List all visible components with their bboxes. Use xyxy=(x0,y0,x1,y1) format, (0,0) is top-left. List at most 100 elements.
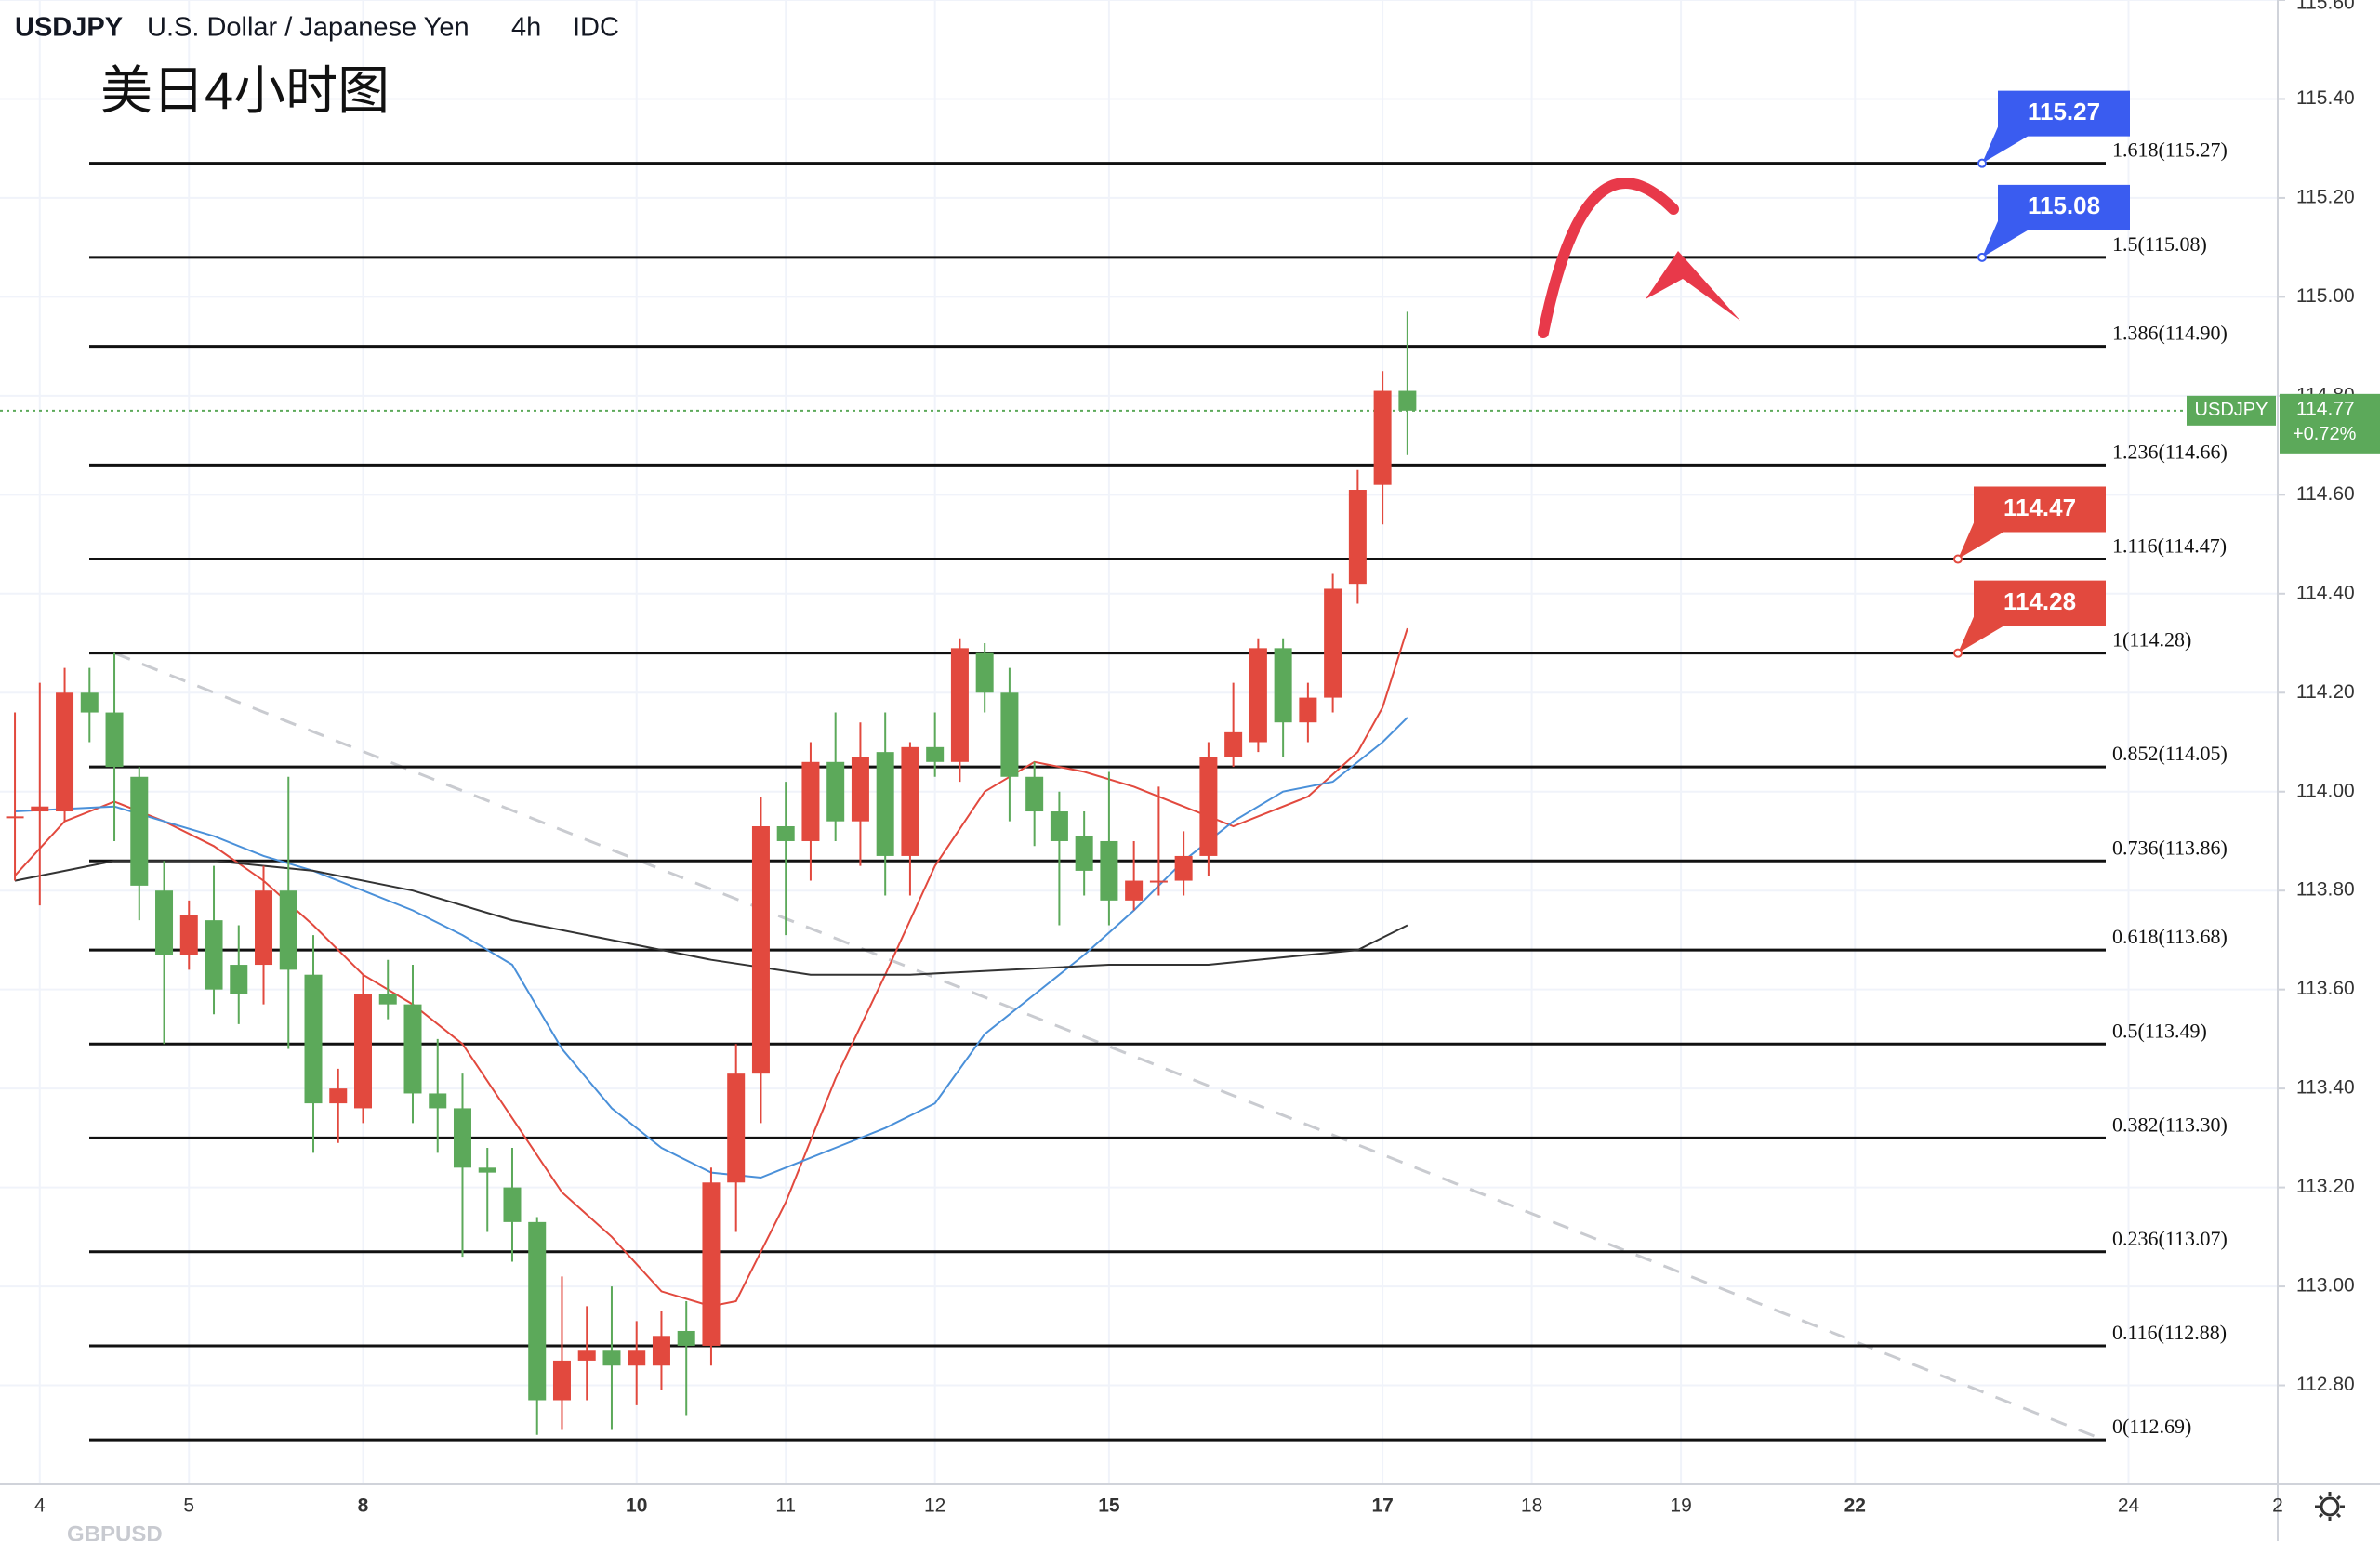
candle-body xyxy=(950,648,969,762)
x-tick-label: 17 xyxy=(1371,1495,1393,1517)
candle-body xyxy=(130,776,149,886)
candle-body xyxy=(1050,811,1068,841)
x-tick-label: 8 xyxy=(358,1495,369,1517)
x-tick-label: 19 xyxy=(1670,1495,1691,1517)
fib-label: 0.382(113.30) xyxy=(2112,1113,2228,1136)
fib-label: 0.5(113.49) xyxy=(2112,1019,2207,1042)
candle-body xyxy=(1000,692,1019,777)
candle-body xyxy=(628,1350,646,1366)
candle-body xyxy=(1149,880,1168,883)
fib-label: 0.618(113.68) xyxy=(2112,925,2228,948)
candle-body xyxy=(851,757,869,822)
candle-body xyxy=(378,994,397,1005)
x-tick-label: 18 xyxy=(1521,1495,1542,1517)
callout-box xyxy=(1958,486,2106,560)
candle-body xyxy=(304,974,323,1104)
candle-body xyxy=(727,1073,746,1183)
symbol-tag-label: USDJPY xyxy=(2195,400,2268,420)
x-tick-label: 5 xyxy=(183,1495,194,1517)
x-tick-label: 12 xyxy=(924,1495,945,1517)
candle-body xyxy=(1224,731,1243,757)
symbol-description: U.S. Dollar / Japanese Yen xyxy=(147,13,469,43)
callout-anchor xyxy=(1953,648,1963,658)
callout-box xyxy=(1982,90,2130,164)
y-tick-label: 113.20 xyxy=(2296,1176,2355,1197)
candle-body xyxy=(230,965,248,994)
y-tick-label: 112.80 xyxy=(2296,1374,2355,1395)
candle-body xyxy=(105,712,124,768)
candle-body xyxy=(31,806,49,812)
candle-body xyxy=(776,825,795,841)
candle-body xyxy=(677,1330,695,1346)
callout-anchor xyxy=(1977,252,1987,262)
candle-body xyxy=(975,652,994,693)
fib-label: 0.116(112.88) xyxy=(2112,1321,2227,1344)
candle-body xyxy=(80,692,99,713)
candle-body xyxy=(577,1350,596,1361)
y-tick-label: 113.80 xyxy=(2296,879,2355,901)
candle-body xyxy=(876,752,894,856)
candle-body xyxy=(751,825,770,1074)
candle-body xyxy=(1249,648,1267,743)
symbol-tag xyxy=(2187,395,2276,426)
price-tag-value: 114.77 xyxy=(2296,398,2355,419)
fib-label: 1.618(115.27) xyxy=(2112,138,2228,162)
candle-body xyxy=(901,746,919,856)
price-tag xyxy=(2280,393,2380,454)
candle-body xyxy=(354,994,373,1109)
candle-body xyxy=(652,1336,670,1366)
candle-body xyxy=(478,1167,496,1173)
y-tick-label: 113.60 xyxy=(2296,978,2355,999)
candle-body xyxy=(826,761,845,822)
callout-anchor xyxy=(1953,554,1963,564)
x-tick-label: 2 xyxy=(2272,1495,2283,1517)
candle-body xyxy=(1199,757,1218,856)
candle-body xyxy=(179,915,198,955)
candle-body xyxy=(926,746,945,762)
candle-body xyxy=(1025,776,1044,812)
fib-label: 1.5(115.08) xyxy=(2112,232,2207,256)
y-tick-label: 115.60 xyxy=(2296,0,2355,14)
price-tag-change: +0.72% xyxy=(2293,424,2357,444)
candle-body xyxy=(1299,697,1317,723)
candle-body xyxy=(552,1360,571,1401)
y-tick-label: 115.40 xyxy=(2296,87,2355,109)
candle-body xyxy=(702,1182,721,1346)
x-tick-label: 11 xyxy=(775,1495,796,1517)
y-tick-label: 114.00 xyxy=(2296,780,2355,801)
candle-body xyxy=(329,1088,348,1104)
fib-label: 0(112.69) xyxy=(2112,1415,2191,1438)
candle-body xyxy=(453,1108,471,1168)
fib-label: 1(114.28) xyxy=(2112,628,2191,652)
candle-body xyxy=(255,890,273,966)
arrow-head xyxy=(1646,251,1740,321)
y-tick-label: 115.00 xyxy=(2296,285,2355,307)
fib-label: 0.736(113.86) xyxy=(2112,836,2228,859)
annotation: 美日4小时图 xyxy=(100,61,390,120)
callout-box xyxy=(1982,184,2130,257)
candle-body xyxy=(1174,855,1193,881)
y-tick-label: 114.60 xyxy=(2296,483,2355,505)
fib-label: 0.852(114.05) xyxy=(2112,742,2228,765)
candle-body xyxy=(602,1350,621,1366)
callout-label: 115.08 xyxy=(2028,191,2100,219)
candle-body xyxy=(1100,840,1118,901)
candle-body xyxy=(503,1187,522,1222)
y-tick-label: 113.00 xyxy=(2296,1275,2355,1297)
y-tick-label: 114.40 xyxy=(2296,582,2355,603)
candle-body xyxy=(528,1221,547,1401)
candle-body xyxy=(1324,588,1342,698)
settings-icon[interactable] xyxy=(2315,1492,2345,1521)
fib-label: 1.236(114.66) xyxy=(2112,440,2228,463)
callout-label: 114.47 xyxy=(2003,494,2076,521)
moving-average xyxy=(14,627,1408,1308)
callout-label: 115.27 xyxy=(2028,98,2100,125)
candle-body xyxy=(403,1004,422,1094)
interval: 4h xyxy=(511,13,541,43)
candle-body xyxy=(1398,390,1417,411)
candle-body xyxy=(1274,648,1292,723)
footer-symbol: GBPUSD xyxy=(67,1521,163,1541)
candle-body xyxy=(801,761,820,841)
callout-box xyxy=(1958,580,2106,653)
